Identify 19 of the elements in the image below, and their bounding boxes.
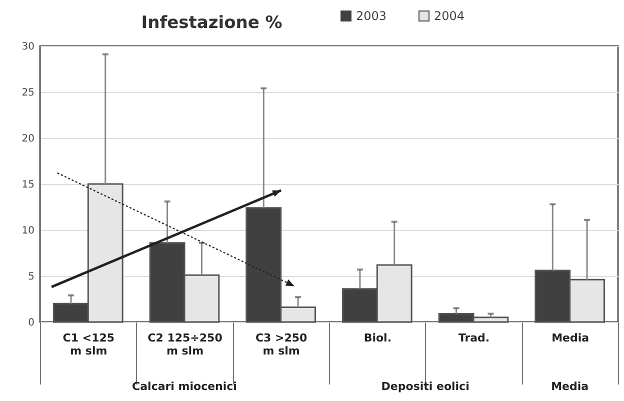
- y-tick-label: 10: [22, 226, 34, 236]
- x-tick-label: C2 125÷250 m slm: [148, 332, 223, 358]
- x-tick-label: C3 >250 m slm: [255, 332, 308, 358]
- text: Depositi eolici: [380, 380, 470, 393]
- y-tick-label: 0: [28, 318, 34, 328]
- x-tick-label: Trad.: [458, 332, 490, 344]
- y-tick-label: 25: [22, 88, 34, 98]
- y-tick-label: 30: [22, 42, 34, 52]
- y-tick-label: 15: [22, 180, 34, 190]
- chart-title: Infestazione %: [141, 13, 282, 33]
- x-tick-label: Biol.: [364, 332, 392, 344]
- x-tick-label: Media: [552, 332, 590, 344]
- text: Media: [550, 380, 590, 393]
- legend-label: 2004: [434, 9, 465, 23]
- y-tick-label: 5: [28, 272, 34, 282]
- x-tick-label: C1 <125 m slm: [62, 332, 115, 358]
- legend-label: 2003: [356, 9, 387, 23]
- y-tick-label: 20: [22, 134, 34, 144]
- text: Calcari miocenici: [131, 380, 238, 393]
